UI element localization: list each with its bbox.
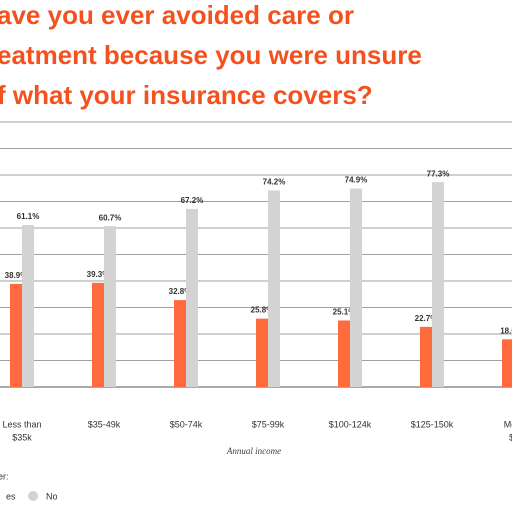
x-tick-label: Less than: [2, 419, 41, 429]
x-tick-label: $1: [509, 432, 512, 442]
bar: [502, 339, 512, 387]
value-label: 74.9%: [345, 176, 368, 185]
value-label: 61.1%: [17, 212, 40, 221]
chart-title: eatment because you were unsure: [0, 40, 422, 70]
value-label: 38.9%: [5, 271, 28, 280]
x-tick-label: $100-124k: [329, 419, 372, 429]
bar: [186, 208, 198, 387]
bar: [338, 320, 350, 387]
value-label: 18.0: [500, 326, 512, 335]
value-label: 77.3%: [427, 169, 450, 178]
x-tick-label: $35-49k: [88, 419, 121, 429]
legend-swatch: [28, 491, 38, 501]
value-label: 32.8%: [169, 287, 192, 296]
x-tick-label: $50-74k: [170, 419, 203, 429]
bar: [268, 190, 280, 387]
value-label: 74.2%: [263, 177, 286, 186]
bar: [104, 226, 116, 387]
x-tick-label: $125-150k: [411, 419, 454, 429]
bar: [350, 188, 362, 387]
bar: [420, 326, 432, 387]
value-label: 60.7%: [99, 213, 122, 222]
chart-title: f what your insurance covers?: [0, 80, 373, 110]
bar: [10, 283, 22, 387]
legend-label: No: [46, 491, 58, 501]
value-label: 39.3%: [87, 270, 110, 279]
bar: [432, 182, 444, 387]
bar: [256, 318, 268, 387]
value-label: 25.8%: [251, 306, 274, 315]
x-tick-label: $35k: [12, 432, 32, 442]
x-tick-label: $75-99k: [252, 419, 285, 429]
bar: [22, 225, 34, 387]
legend-label: es: [6, 491, 16, 501]
value-label: 25.1%: [333, 308, 356, 317]
value-label: 22.7%: [415, 314, 438, 323]
value-label: 67.2%: [181, 196, 204, 205]
x-axis-label: Annual income: [226, 446, 281, 456]
bar: [174, 300, 186, 387]
x-tick-label: More: [504, 419, 512, 429]
chart-title: ave you ever avoided care or: [0, 0, 354, 30]
bar: [92, 282, 104, 387]
legend-title: er:: [0, 471, 9, 481]
